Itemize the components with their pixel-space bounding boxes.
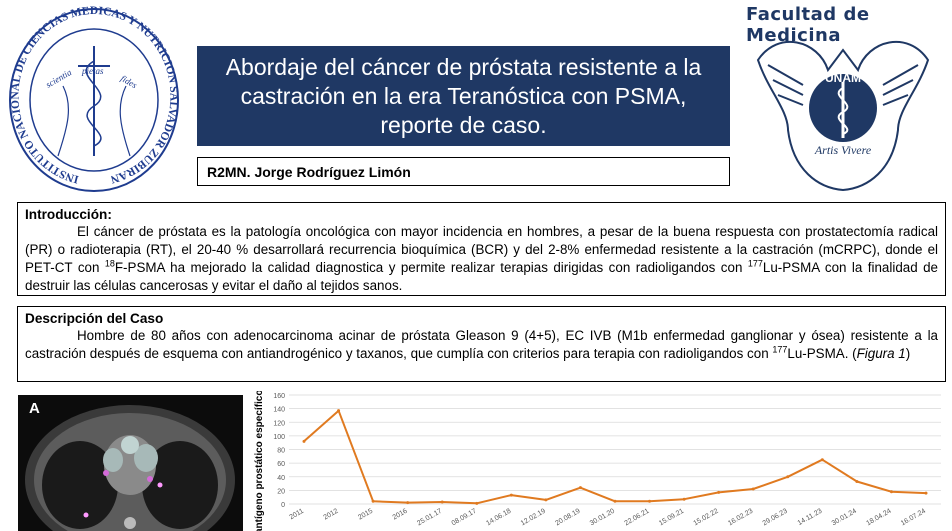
y-tick-label-6: 120 <box>273 420 285 427</box>
pet-ct-scan-drawing <box>25 405 235 531</box>
x-tick-label-14: 29.06.23 <box>762 508 789 528</box>
introduction-section: Introducción: El cáncer de próstata es l… <box>17 202 946 296</box>
y-tick-label-3: 60 <box>277 461 285 468</box>
introduction-text: El cáncer de próstata es la patología on… <box>25 224 938 293</box>
poster-title: Abordaje del cáncer de próstata resisten… <box>197 46 730 146</box>
case-description-text: Hombre de 80 años con adenocarcinoma aci… <box>25 328 938 361</box>
faculty-title: Facultad de Medicina <box>746 4 870 46</box>
unam-seal-logo: UNAM Artis Vivere <box>756 41 930 192</box>
x-tick-label-0: 2011 <box>288 508 305 522</box>
x-tick-label-8: 20.08.19 <box>554 508 581 528</box>
data-point-7 <box>544 498 548 502</box>
psa-line-chart: antígeno prostático específico 0 20 40 60 80 1… <box>254 391 941 531</box>
unam-seal-motto: Artis Vivere <box>814 143 872 157</box>
x-tick-label-3: 2016 <box>392 508 409 522</box>
x-tick-label-12: 15.02.22 <box>693 508 720 528</box>
data-point-15 <box>820 458 824 462</box>
data-point-14 <box>786 475 790 479</box>
case-description-heading: Descripción del Caso <box>25 311 164 326</box>
data-point-8 <box>578 486 582 490</box>
y-tick-label-5: 100 <box>273 434 285 441</box>
unam-seal-text: UNAM <box>825 71 861 85</box>
x-tick-label-7: 12.02.19 <box>520 508 547 528</box>
x-tick-label-11: 15.09.21 <box>658 508 685 528</box>
x-tick-label-6: 14.06.18 <box>485 508 512 528</box>
data-point-3 <box>406 501 410 505</box>
data-point-4 <box>440 500 444 504</box>
x-tick-label-18: 16.07.24 <box>900 508 927 528</box>
data-point-10 <box>648 499 652 503</box>
data-point-9 <box>613 499 617 503</box>
x-tick-label-16: 30.01.24 <box>831 508 858 528</box>
data-point-6 <box>509 493 513 497</box>
introduction-heading: Introducción: <box>25 207 112 222</box>
data-point-2 <box>371 499 375 503</box>
y-tick-label-1: 20 <box>277 488 285 495</box>
figure-reference: Figura 1 <box>856 346 906 361</box>
data-point-17 <box>889 490 893 494</box>
data-point-11 <box>682 497 686 501</box>
x-tick-label-10: 22.06.21 <box>623 508 650 528</box>
pet-ct-image: A <box>18 395 243 531</box>
institution-seal-logo: INSTITUTO NACIONAL DE CIENCIAS MEDICAS Y… <box>9 6 180 192</box>
seal-motto-2: pietas <box>81 66 104 76</box>
y-tick-label-0: 0 <box>281 502 285 509</box>
author-name: R2MN. Jorge Rodríguez Limón <box>197 157 730 186</box>
x-tick-label-1: 2012 <box>323 508 340 522</box>
data-point-12 <box>717 490 721 494</box>
x-tick-label-9: 30.01.20 <box>589 508 616 528</box>
seal-motto-3: fides <box>119 73 139 90</box>
x-tick-label-5: 08.09.17 <box>451 508 478 528</box>
x-tick-label-17: 18.04.24 <box>865 508 892 528</box>
data-point-0 <box>302 439 306 443</box>
case-description-section: Descripción del Caso Hombre de 80 años c… <box>17 306 946 382</box>
data-point-16 <box>855 480 859 484</box>
x-tick-label-2: 2015 <box>357 508 374 522</box>
x-tick-label-13: 16.02.23 <box>727 508 754 528</box>
x-tick-label-15: 14.11.23 <box>797 508 824 527</box>
y-tick-label-4: 80 <box>277 448 285 455</box>
y-tick-label-7: 140 <box>273 407 285 414</box>
data-point-18 <box>924 491 928 495</box>
data-point-1 <box>337 409 341 413</box>
panel-label: A <box>29 400 40 417</box>
psa-series-line <box>303 409 927 505</box>
x-tick-label-4: 25.01.17 <box>416 508 443 528</box>
data-point-13 <box>751 487 755 491</box>
data-point-5 <box>475 501 479 505</box>
y-tick-label-8: 160 <box>273 393 285 400</box>
y-tick-label-2: 40 <box>277 475 285 482</box>
y-axis-label: antígeno prostático específico <box>254 391 265 531</box>
seal-motto-1: scientia <box>44 67 74 90</box>
